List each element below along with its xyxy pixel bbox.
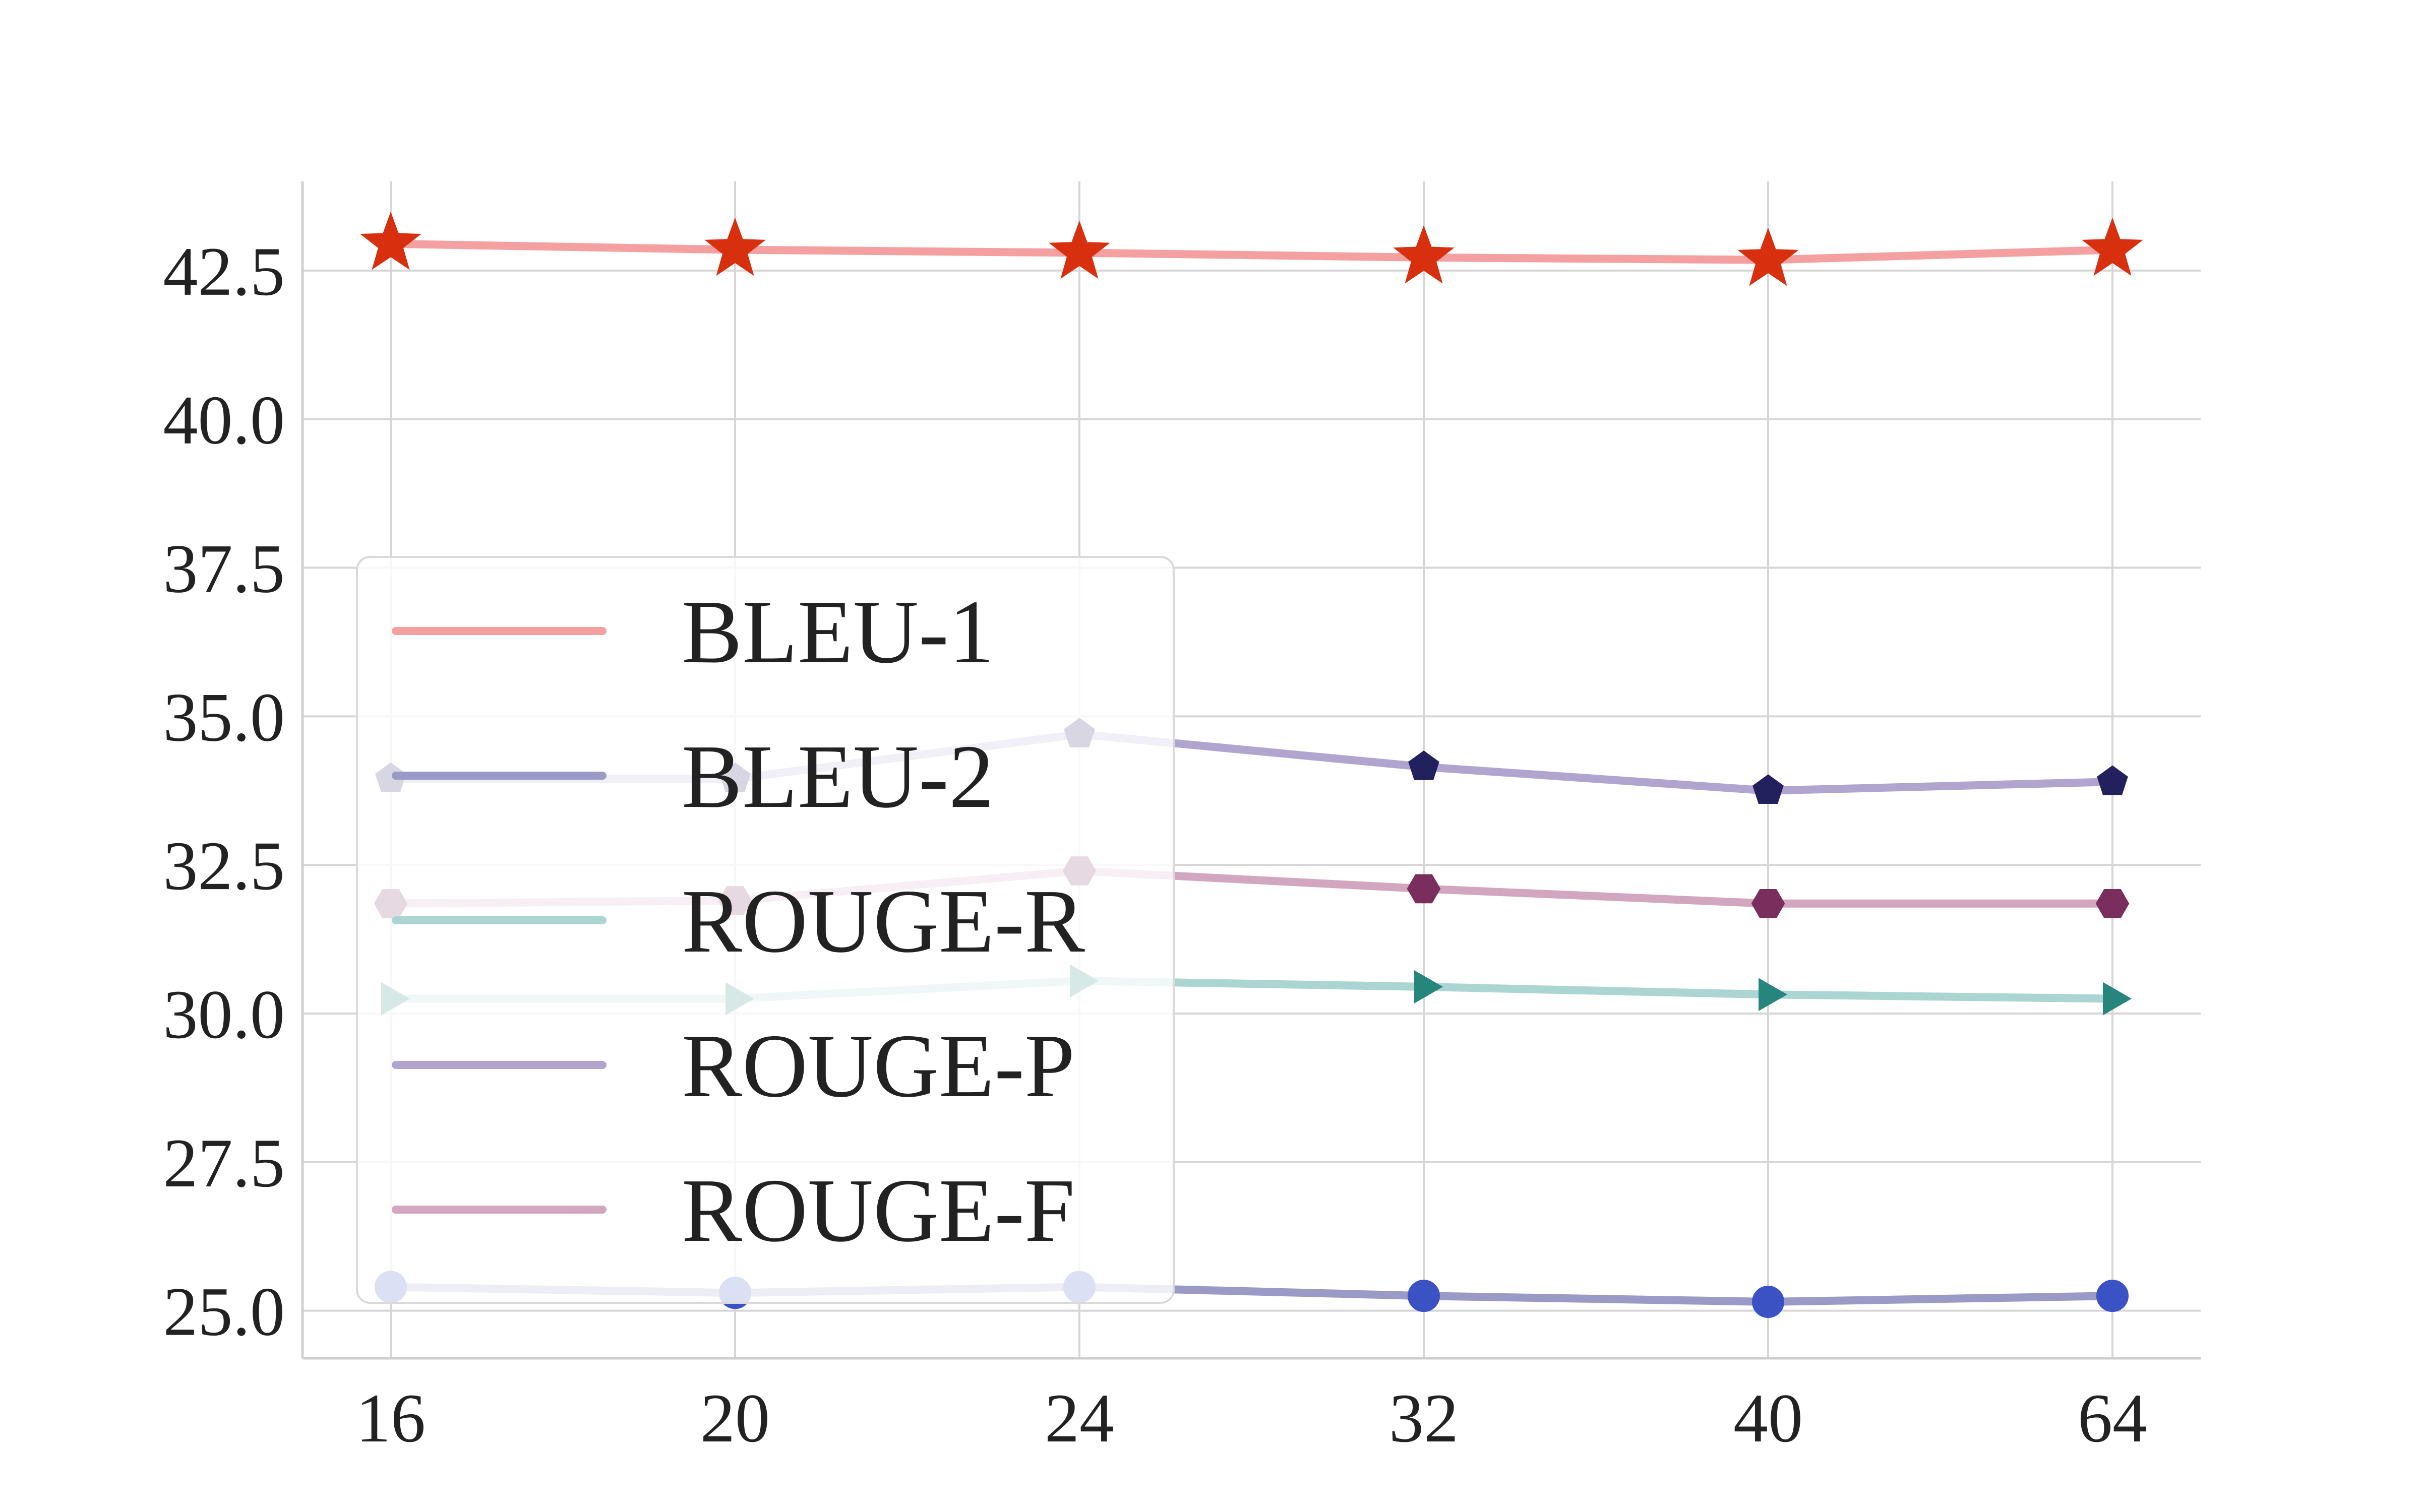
y-tick-label: 40.0 — [163, 382, 285, 459]
y-tick-label: 35.0 — [163, 678, 285, 755]
data-point — [1408, 1280, 1440, 1312]
axes — [301, 181, 2201, 1360]
data-point — [1393, 225, 1455, 284]
legend: BLEU-1 BLEU-2 ROUGE-R ROUGE-P ROUGE-F — [356, 556, 1175, 1304]
data-point — [2097, 765, 2128, 795]
legend-label: BLEU-2 — [682, 726, 994, 827]
y-tick-label: 25.0 — [163, 1273, 285, 1350]
data-point — [1759, 978, 1787, 1012]
data-point — [1752, 1285, 1784, 1318]
series-line — [387, 239, 2116, 264]
data-point — [1408, 750, 1439, 780]
data-point — [2082, 217, 2143, 276]
legend-label: ROUGE-P — [682, 1016, 1075, 1116]
data-point — [2103, 982, 2132, 1016]
data-point — [1049, 220, 1110, 279]
data-point — [2095, 889, 2130, 918]
data-point — [1414, 970, 1443, 1003]
data-point — [360, 211, 421, 270]
data-point — [1407, 874, 1441, 904]
legend-label: BLEU-1 — [682, 582, 994, 682]
x-tick-label: 24 — [1045, 1379, 1114, 1457]
x-tick-label: 20 — [700, 1379, 770, 1457]
x-tick-label: 16 — [356, 1379, 426, 1457]
y-tick-label: 37.5 — [163, 530, 285, 607]
y-tick-label: 30.0 — [163, 976, 285, 1053]
tick-labels: 16 20 24 32 40 64 25.0 27.5 30.0 32.5 35.0 37.5 40.0… — [163, 233, 2148, 1457]
data-point — [1751, 889, 1785, 918]
legend-label: ROUGE-F — [682, 1160, 1075, 1261]
series-lines — [360, 211, 2143, 1318]
x-tick-label: 40 — [1733, 1379, 1803, 1457]
x-tick-label: 64 — [2078, 1379, 2147, 1457]
legend-label: ROUGE-R — [682, 871, 1085, 971]
legend-box — [356, 556, 1175, 1304]
y-tick-label: 27.5 — [163, 1124, 285, 1202]
y-tick-label: 32.5 — [163, 827, 285, 904]
data-point — [1737, 227, 1799, 286]
y-tick-label: 42.5 — [163, 233, 285, 310]
data-point — [2096, 1280, 2129, 1312]
x-tick-label: 32 — [1389, 1379, 1459, 1457]
series-bleu-1 — [360, 211, 2143, 286]
data-point — [704, 217, 766, 276]
data-point — [1752, 774, 1784, 804]
